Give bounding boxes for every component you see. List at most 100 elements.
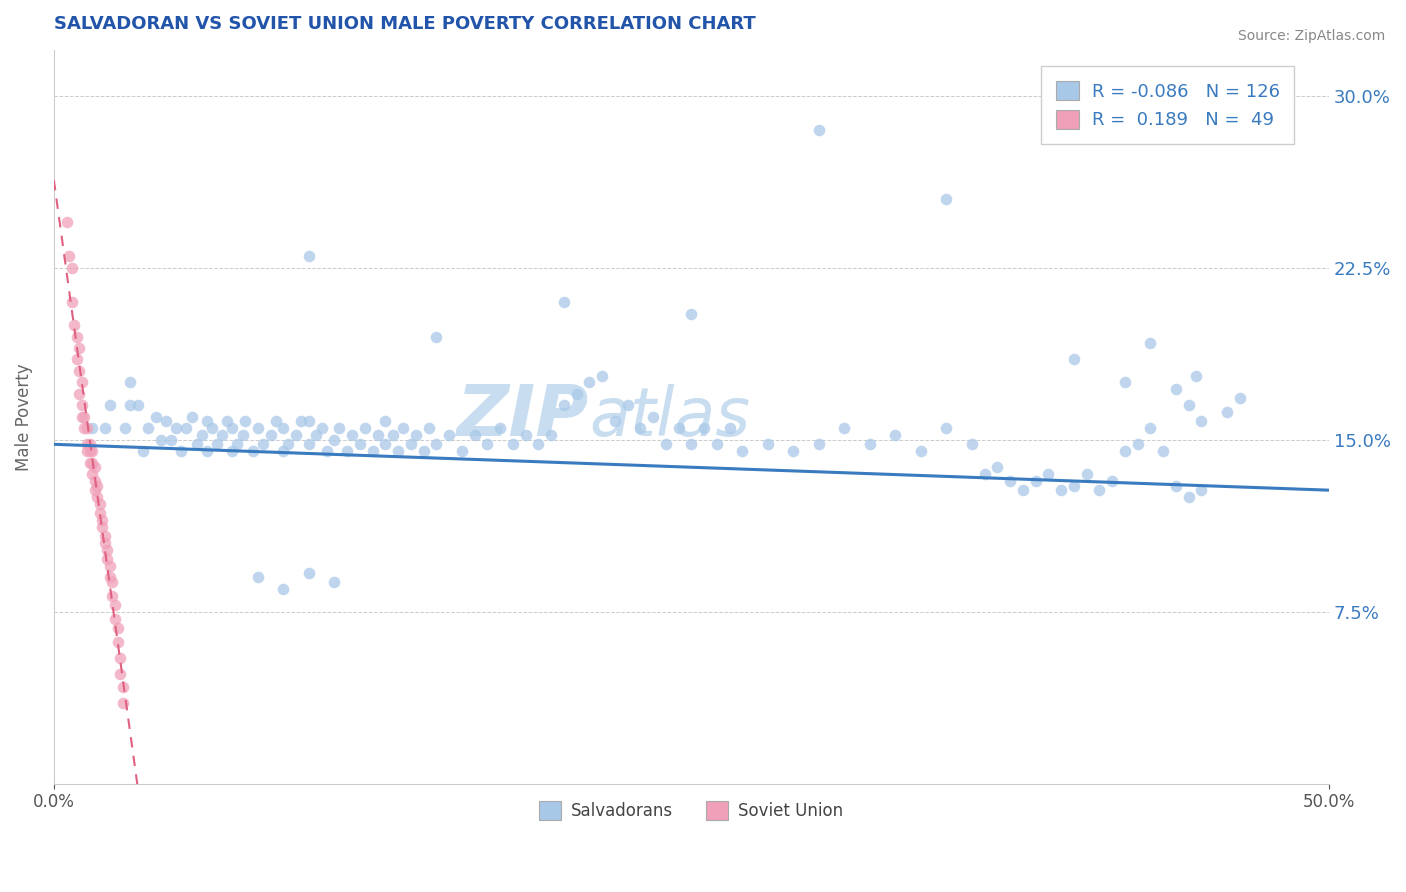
Point (66, 329, 89, 343)
Point (170, 444, 193, 458)
Point (101, 589, 124, 603)
Point (340, 428, 363, 442)
Point (418, 421, 440, 435)
Point (311, 421, 333, 435)
Point (242, 444, 264, 458)
Point (107, 634, 129, 648)
Point (1139, 421, 1161, 435)
Point (70, 398, 93, 412)
Point (195, 444, 218, 458)
Point (231, 428, 253, 442)
Point (1189, 483, 1212, 498)
Point (132, 444, 155, 458)
Point (120, 398, 142, 412)
Point (477, 437, 499, 451)
Point (367, 428, 389, 442)
Point (160, 433, 183, 447)
Point (405, 428, 427, 442)
Text: Source: ZipAtlas.com: Source: ZipAtlas.com (1237, 29, 1385, 43)
Point (502, 437, 524, 451)
Point (305, 428, 328, 442)
Point (1114, 376, 1136, 390)
Point (104, 612, 127, 626)
Point (910, 444, 932, 458)
Point (464, 428, 486, 442)
Point (935, 192, 957, 206)
Point (285, 428, 308, 442)
Point (201, 421, 224, 435)
Point (83, 460, 105, 475)
Point (859, 437, 882, 451)
Point (67, 387, 90, 401)
Point (960, 437, 983, 451)
Point (96, 552, 118, 566)
Point (98, 398, 121, 412)
Point (298, 249, 321, 263)
Point (145, 409, 167, 424)
Point (70, 409, 93, 424)
Point (681, 307, 703, 321)
Point (73, 409, 96, 424)
Point (127, 398, 149, 412)
Point (412, 444, 434, 458)
Point (553, 295, 575, 310)
Point (96, 542, 118, 557)
Point (731, 444, 754, 458)
Point (381, 428, 404, 442)
Point (80, 456, 103, 470)
Point (782, 444, 804, 458)
Point (205, 437, 228, 451)
Point (425, 329, 447, 343)
Point (264, 414, 287, 428)
Point (1164, 382, 1187, 396)
Point (149, 433, 172, 447)
Point (66, 352, 89, 367)
Point (101, 574, 124, 589)
Point (323, 433, 346, 447)
Point (80, 467, 103, 482)
Point (374, 414, 396, 428)
Point (104, 598, 127, 612)
Point (180, 409, 202, 424)
Point (76, 421, 98, 435)
Point (79, 444, 101, 458)
Point (211, 428, 233, 442)
Point (107, 621, 129, 635)
Text: SALVADORAN VS SOVIET UNION MALE POVERTY CORRELATION CHART: SALVADORAN VS SOVIET UNION MALE POVERTY … (53, 15, 755, 33)
Point (998, 474, 1021, 488)
Point (67, 341, 90, 355)
Point (1114, 444, 1136, 458)
Point (73, 421, 96, 435)
Point (298, 437, 321, 451)
Point (60, 260, 83, 275)
Point (540, 428, 562, 442)
Point (718, 421, 741, 435)
Point (190, 428, 212, 442)
Point (527, 437, 550, 451)
Point (392, 421, 415, 435)
Point (252, 437, 274, 451)
Point (986, 460, 1008, 475)
Point (336, 444, 359, 458)
Point (273, 444, 295, 458)
Point (603, 414, 626, 428)
Point (1189, 414, 1212, 428)
Point (176, 421, 198, 435)
Text: ZIP: ZIP (457, 383, 589, 451)
Point (349, 437, 371, 451)
Point (1063, 352, 1085, 367)
Point (387, 444, 409, 458)
Point (298, 566, 321, 580)
Point (323, 574, 346, 589)
Point (195, 414, 218, 428)
Point (1088, 483, 1111, 498)
Point (246, 421, 269, 435)
Point (1185, 368, 1208, 383)
Point (807, 437, 830, 451)
Point (1126, 437, 1149, 451)
Point (1025, 474, 1047, 488)
Point (681, 437, 703, 451)
Point (756, 437, 779, 451)
Point (94, 529, 117, 543)
Point (1216, 405, 1239, 419)
